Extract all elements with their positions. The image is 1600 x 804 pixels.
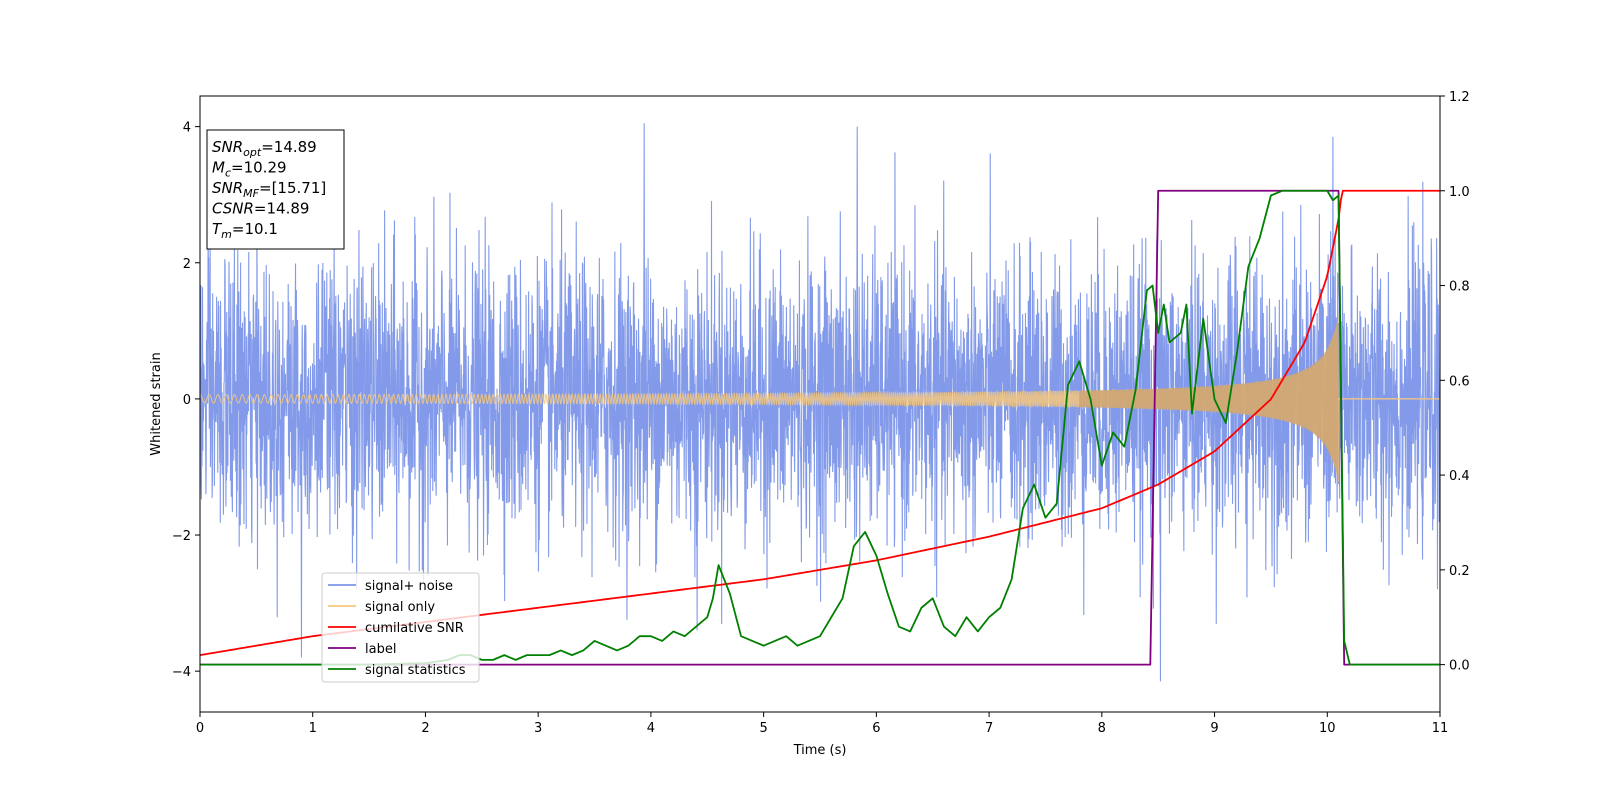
- y2-tick-label: 0.8: [1449, 280, 1470, 295]
- annotation-frame: [206, 129, 345, 250]
- x-tick-label: 1: [309, 721, 317, 736]
- x-tick-label: 10: [1319, 721, 1336, 736]
- x-tick-label: 9: [1210, 721, 1218, 736]
- axes-frame: [199, 95, 1441, 713]
- legend-entry: signal statistics: [365, 663, 466, 678]
- annotation-line: CSNR=14.89: [212, 200, 309, 218]
- x-tick-label: 5: [759, 721, 767, 736]
- y2-tick-label: 0.0: [1449, 659, 1470, 674]
- x-tick-label: 11: [1432, 721, 1449, 736]
- y2-tick-label: 0.6: [1449, 374, 1470, 389]
- y2-tick-label: 1.2: [1449, 90, 1470, 105]
- annotation-line: SNRMF=[15.71]: [212, 179, 326, 200]
- x-tick-label: 7: [985, 721, 993, 736]
- series-signal-statistics: [200, 189, 1440, 666]
- x-tick-label: 0: [196, 721, 204, 736]
- series-signal-noise: [200, 123, 1440, 682]
- annotation-line: SNRopt=14.89: [212, 138, 317, 159]
- signal-only-envelope: [1079, 313, 1339, 484]
- y-tick-label: −4: [172, 665, 191, 680]
- annotation-box: SNRopt=14.89Mc=10.29SNRMF=[15.71]CSNR=14…: [206, 129, 345, 250]
- annotation-line: Tm=10.1: [212, 220, 278, 241]
- y-tick-label: 0: [183, 393, 191, 408]
- legend-entry: signal+ noise: [365, 579, 453, 594]
- y2-tick-label: 0.2: [1449, 564, 1470, 579]
- legend: signal+ noise signal only cumilative SNR la…: [321, 572, 480, 683]
- y2-tick-label: 0.4: [1449, 469, 1470, 484]
- x-tick-label: 8: [1098, 721, 1106, 736]
- y2-ticks: 0.0 0.2 0.4 0.6 0.8 1.0 1.2: [1440, 90, 1470, 674]
- y2-tick-label: 1.0: [1449, 185, 1470, 200]
- legend-entry: cumilative SNR: [365, 621, 464, 636]
- x-tick-label: 4: [647, 721, 655, 736]
- y-tick-label: −2: [172, 529, 191, 544]
- legend-entry: signal only: [365, 600, 435, 615]
- annotation-line: Mc=10.29: [212, 159, 287, 180]
- y-tick-label: 2: [183, 257, 191, 272]
- legend-entry: label: [365, 642, 396, 657]
- x-tick-label: 2: [421, 721, 429, 736]
- y-axis-label: Whitened strain: [149, 352, 164, 455]
- legend-frame: [321, 572, 480, 683]
- x-ticks: 0 1 2 3 4 5 6 7 8 9 10 11: [196, 712, 1448, 736]
- series-layer: [200, 123, 1440, 682]
- y-ticks: −4 −2 0 2 4: [172, 121, 200, 680]
- x-tick-label: 3: [534, 721, 542, 736]
- x-axis-label: Time (s): [793, 743, 847, 758]
- x-tick-label: 6: [872, 721, 880, 736]
- y-tick-label: 4: [183, 121, 191, 136]
